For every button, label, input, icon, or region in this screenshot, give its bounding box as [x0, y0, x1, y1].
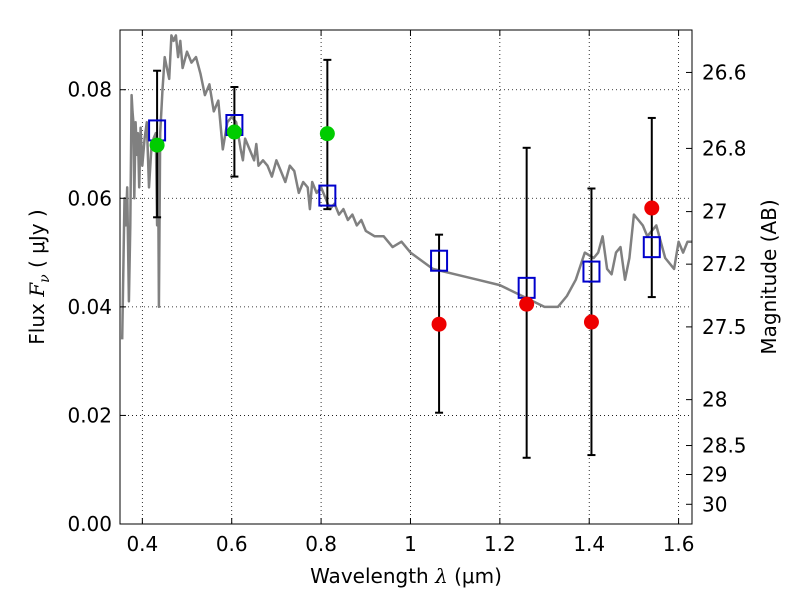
x-tick-label: 1.4 — [573, 532, 605, 556]
model-photometry-square — [582, 260, 601, 283]
grid-lines — [120, 30, 692, 524]
y-axis-title-symbol: F — [25, 282, 49, 298]
y-axis-title: Flux Fν ( μJy ) — [25, 209, 53, 344]
magnitude-tick-label: 28 — [702, 388, 727, 412]
plot-area — [120, 30, 692, 524]
red-data-point — [431, 316, 447, 332]
red-data-point — [519, 296, 535, 312]
x-tick-label: 0.4 — [126, 532, 158, 556]
magnitude-axis-title: Magnitude (AB) — [757, 199, 781, 354]
magnitude-tick-label: 27.2 — [702, 252, 747, 276]
x-axis-title-unit: (μm) — [448, 564, 502, 588]
y-tick-label: 0.02 — [67, 403, 112, 427]
red-data-point — [644, 200, 660, 216]
model-photometry-square — [642, 236, 661, 259]
y-axis-title-prefix: Flux — [25, 297, 49, 345]
magnitude-tick-label: 26.6 — [702, 60, 747, 84]
y-axis-title-subscript: ν — [37, 274, 53, 283]
green-data-point — [226, 124, 242, 140]
x-tick-label: 1.2 — [484, 532, 516, 556]
x-tick-label: 0.6 — [216, 532, 248, 556]
green-data-point — [319, 126, 335, 142]
y-tick-label: 0.08 — [67, 78, 112, 102]
plot-frame — [119, 29, 693, 525]
y-tick-label: 0.06 — [67, 186, 112, 210]
magnitude-tick-label: 29 — [702, 462, 727, 486]
magnitude-tick-label: 26.8 — [702, 136, 747, 160]
magnitude-tick-label: 28.5 — [702, 434, 747, 458]
x-axis-title-symbol: λ — [434, 564, 448, 588]
x-axis-title: Wavelength λ (μm) — [310, 564, 502, 588]
y-tick-label: 0.04 — [67, 295, 112, 319]
axis-ticks: 0.4 0.6 0.8 1 1.2 1.4 1.6 0.00 0.02 0.04 0.06 0.08 2… — [67, 30, 747, 556]
green-data-point — [149, 137, 165, 153]
x-tick-label: 1.6 — [663, 532, 695, 556]
x-axis-title-prefix: Wavelength — [310, 564, 435, 588]
y-tick-label: 0.00 — [67, 512, 112, 536]
plot-content — [120, 34, 692, 459]
magnitude-tick-label: 27.5 — [702, 315, 747, 339]
x-tick-label: 0.8 — [305, 532, 337, 556]
magnitude-tick-label: 27 — [702, 200, 727, 224]
x-tick-label: 1 — [404, 532, 417, 556]
magnitude-tick-label: 30 — [702, 492, 727, 516]
y-axis-title-unit: ( μJy ) — [25, 209, 49, 274]
model-photometry-square — [430, 249, 449, 272]
model-photometry-square — [318, 184, 337, 207]
red-data-point — [583, 314, 599, 330]
